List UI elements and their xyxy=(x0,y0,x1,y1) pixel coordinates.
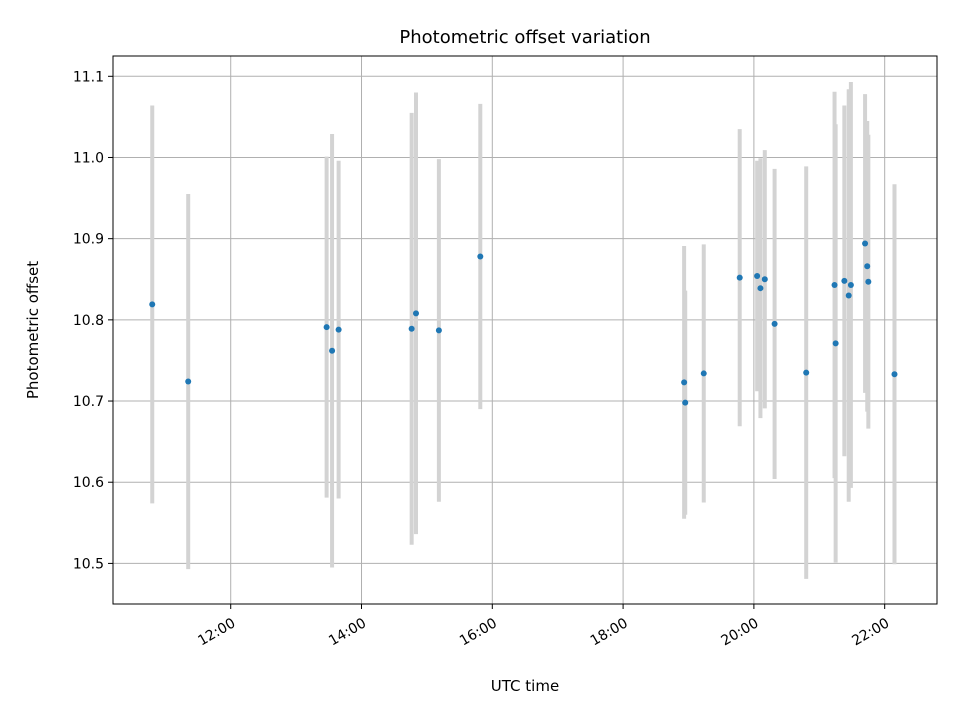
data-points xyxy=(149,240,898,406)
plot-frame xyxy=(112,55,938,605)
y-axis-title: Photometric offset xyxy=(24,261,42,399)
data-point xyxy=(408,325,415,332)
data-point xyxy=(335,326,342,333)
x-axis-title: UTC time xyxy=(491,677,559,695)
data-point xyxy=(149,301,156,308)
data-point xyxy=(761,276,768,283)
data-point xyxy=(736,274,743,281)
axis-ticks: 12:00 14:00 16:00 18:00 20:00 22:00 10.5 10.6 10… xyxy=(73,69,892,649)
data-point xyxy=(832,340,839,347)
y-tick-label: 10.6 xyxy=(73,475,104,491)
data-point xyxy=(845,292,852,299)
data-point xyxy=(754,273,761,280)
error-bars xyxy=(150,81,897,579)
data-point xyxy=(185,378,192,385)
data-point xyxy=(413,310,420,317)
y-tick-label: 10.7 xyxy=(73,394,104,410)
x-tick-label: 22:00 xyxy=(849,615,892,649)
data-point xyxy=(681,379,688,386)
grid xyxy=(113,56,937,604)
x-tick-label: 16:00 xyxy=(457,615,500,649)
data-point xyxy=(862,240,869,247)
data-point xyxy=(803,369,810,376)
data-point xyxy=(757,285,764,292)
chart-title: Photometric offset variation xyxy=(399,27,650,48)
y-tick-label: 11.1 xyxy=(73,69,104,85)
data-point xyxy=(891,371,898,378)
data-point xyxy=(831,281,838,288)
data-point xyxy=(847,281,854,288)
x-tick-label: 20:00 xyxy=(719,615,762,649)
data-point xyxy=(864,263,871,270)
x-tick-label: 14:00 xyxy=(326,615,369,649)
y-tick-label: 11.0 xyxy=(73,150,104,166)
y-tick-label: 10.8 xyxy=(73,313,104,329)
x-tick-label: 18:00 xyxy=(588,615,631,649)
data-point xyxy=(700,370,707,377)
data-point xyxy=(865,278,872,285)
data-point xyxy=(329,347,336,354)
y-tick-label: 10.5 xyxy=(73,556,104,572)
x-tick-label: 12:00 xyxy=(195,615,238,649)
data-point xyxy=(435,327,442,334)
data-point xyxy=(682,399,689,406)
y-tick-label: 10.9 xyxy=(73,232,104,248)
data-point xyxy=(841,277,848,284)
data-point xyxy=(477,253,484,260)
data-point xyxy=(323,324,330,331)
data-point xyxy=(771,320,778,327)
